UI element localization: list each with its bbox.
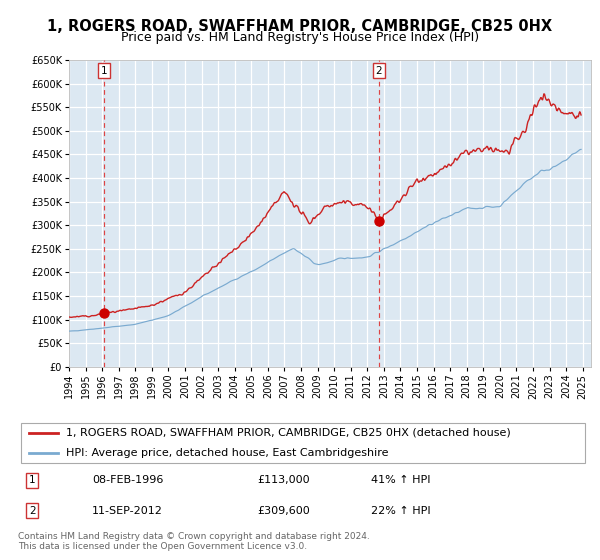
Text: £113,000: £113,000 — [257, 475, 310, 486]
Text: £309,600: £309,600 — [257, 506, 310, 516]
Text: HPI: Average price, detached house, East Cambridgeshire: HPI: Average price, detached house, East… — [67, 448, 389, 458]
Text: 41% ↑ HPI: 41% ↑ HPI — [371, 475, 431, 486]
Text: Price paid vs. HM Land Registry's House Price Index (HPI): Price paid vs. HM Land Registry's House … — [121, 31, 479, 44]
Text: 1, ROGERS ROAD, SWAFFHAM PRIOR, CAMBRIDGE, CB25 0HX: 1, ROGERS ROAD, SWAFFHAM PRIOR, CAMBRIDG… — [47, 19, 553, 34]
FancyBboxPatch shape — [21, 423, 585, 463]
Text: 11-SEP-2012: 11-SEP-2012 — [92, 506, 163, 516]
Text: 1: 1 — [100, 66, 107, 76]
Text: Contains HM Land Registry data © Crown copyright and database right 2024.
This d: Contains HM Land Registry data © Crown c… — [18, 532, 370, 552]
Text: 2: 2 — [376, 66, 382, 76]
Text: 22% ↑ HPI: 22% ↑ HPI — [371, 506, 431, 516]
Text: 08-FEB-1996: 08-FEB-1996 — [92, 475, 163, 486]
Text: 1, ROGERS ROAD, SWAFFHAM PRIOR, CAMBRIDGE, CB25 0HX (detached house): 1, ROGERS ROAD, SWAFFHAM PRIOR, CAMBRIDG… — [67, 428, 511, 438]
Text: 1: 1 — [29, 475, 35, 486]
Text: 2: 2 — [29, 506, 35, 516]
